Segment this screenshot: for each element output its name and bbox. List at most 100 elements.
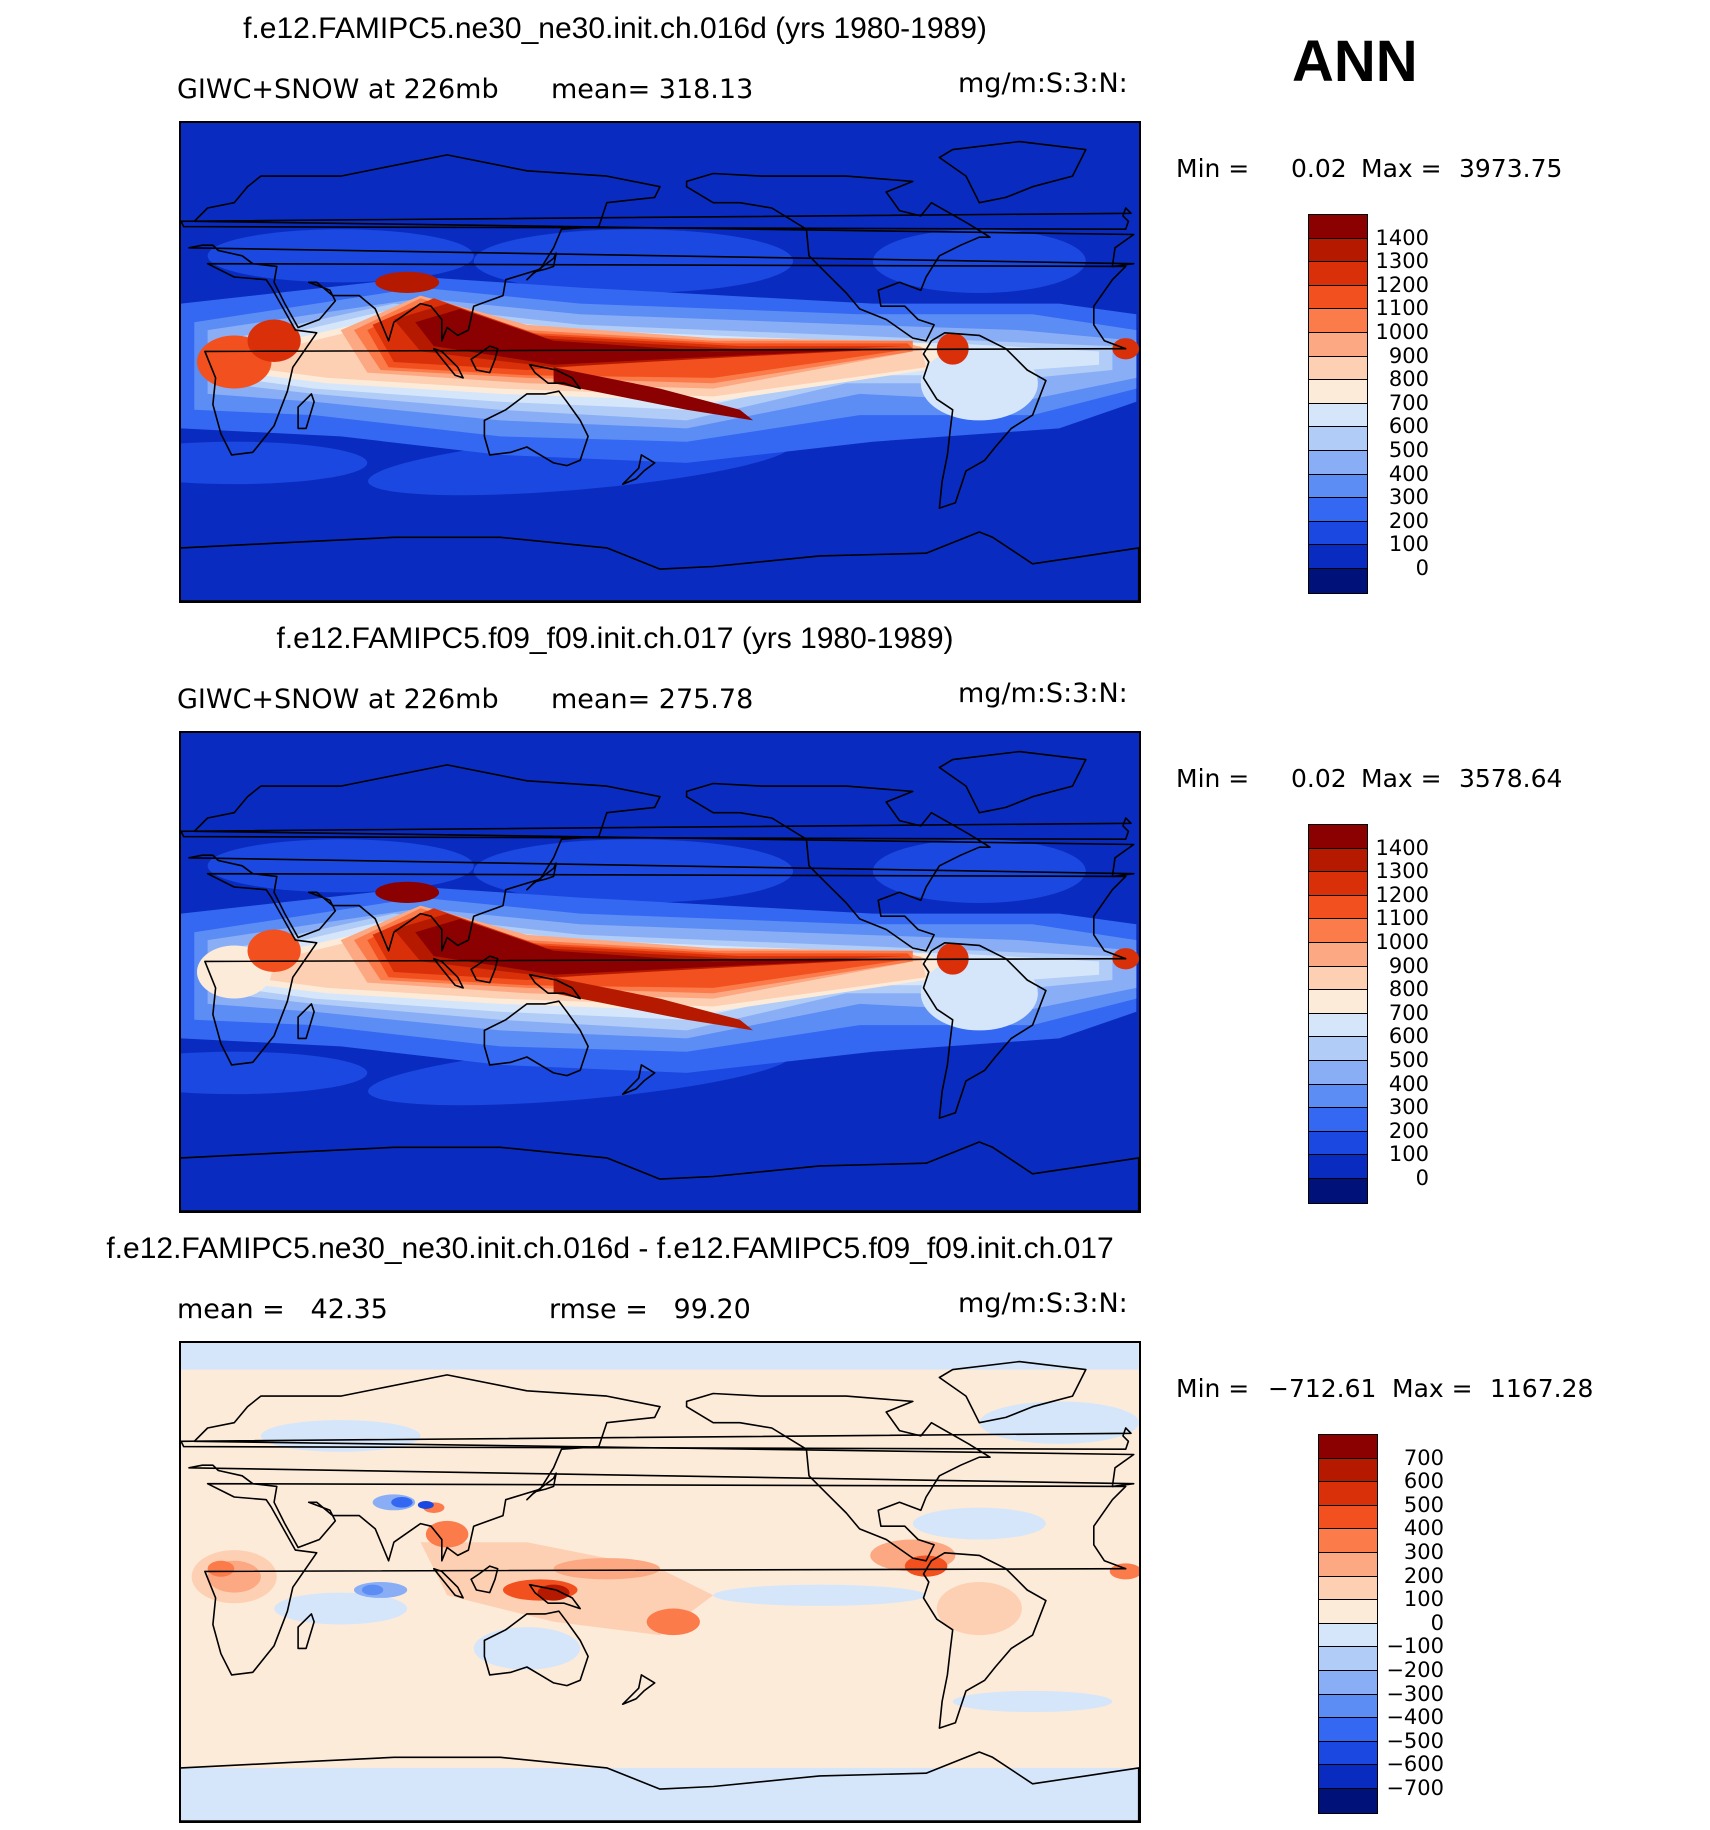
coastline-antarctica — [181, 531, 1139, 601]
coastline-madagascar — [297, 1003, 315, 1040]
max-label: Max = — [1361, 764, 1442, 793]
colorbar-boxes — [1318, 1434, 1378, 1814]
colorbar-cell — [1309, 1131, 1367, 1156]
colorbar-cell — [1319, 1552, 1377, 1577]
variable-label: GIWC+SNOW at 226mb — [177, 684, 499, 715]
colorbar-tick-label: 300 — [1403, 1540, 1444, 1564]
coastline-africa — [204, 262, 1127, 456]
coastline-antarctica — [181, 1141, 1139, 1211]
colorbar-cell — [1309, 380, 1367, 404]
coastline-australia — [483, 390, 589, 467]
max-value: 3578.64 — [1459, 764, 1563, 793]
field-contour — [553, 1558, 660, 1580]
rmse-label: rmse = 99.20 — [549, 1294, 751, 1325]
coastline-japan — [526, 1472, 557, 1501]
colorbar-tick-label: 1100 — [1375, 296, 1429, 321]
colorbar-tick-label: 1100 — [1375, 906, 1429, 931]
coastlines — [181, 1360, 1139, 1821]
field-contour — [274, 1592, 408, 1625]
field-contour — [920, 346, 1038, 421]
units-label: mg/m:S:3:N: — [958, 1288, 1128, 1319]
colorbar-cell — [1319, 1788, 1377, 1813]
colorbar-cell — [1319, 1741, 1377, 1766]
colorbar-cell — [1309, 545, 1367, 569]
field-contour — [417, 1501, 434, 1509]
coastline-borneo — [470, 955, 499, 984]
colorbar-tick-label: −700 — [1386, 1776, 1444, 1800]
coastline-sumatra — [433, 957, 464, 989]
map-plot — [179, 1341, 1141, 1823]
coastline-north_america — [685, 782, 991, 952]
field-contour — [207, 839, 474, 893]
variable-label: GIWC+SNOW at 226mb — [177, 74, 499, 105]
coastline-japan — [526, 252, 557, 281]
field-contour — [361, 1584, 384, 1596]
coastline-newguinea — [528, 1583, 581, 1610]
colorbar-cell — [1309, 1013, 1367, 1038]
colorbar-cell — [1309, 568, 1367, 593]
coastline-nz — [621, 1064, 656, 1095]
colorbar-tick-label: 0 — [1430, 1610, 1444, 1635]
colorbar-cell — [1319, 1718, 1377, 1742]
mean-label: mean = 42.35 — [177, 1294, 388, 1325]
colorbar-cell — [1309, 848, 1367, 873]
map-plot — [179, 121, 1141, 603]
field-contour — [936, 1582, 1022, 1636]
colorbar-tick-label: −400 — [1386, 1705, 1444, 1730]
field-contour — [979, 1401, 1139, 1444]
colorbar-tick-label: 700 — [1388, 1000, 1429, 1025]
field-contour — [375, 271, 440, 293]
field-contour — [207, 1560, 235, 1577]
colorbar-tick-label: 1400 — [1375, 225, 1429, 250]
colorbar-cell — [1309, 238, 1367, 263]
max-value: 3973.75 — [1459, 154, 1563, 183]
panel-title: f.e12.FAMIPC5.f09_f09.init.ch.017 (yrs 1… — [276, 622, 954, 655]
colorbar-cell — [1309, 919, 1367, 943]
panel-model-f09: f.e12.FAMIPC5.f09_f09.init.ch.017 (yrs 1… — [0, 610, 1710, 1220]
coastline-madagascar — [297, 393, 315, 430]
colorbar-tick-label: 200 — [1388, 508, 1429, 533]
panel-title: f.e12.FAMIPC5.ne30_ne30.init.ch.016d (yr… — [243, 12, 987, 45]
colorbar-tick-label: 500 — [1388, 438, 1429, 462]
colorbar-cell — [1309, 427, 1367, 451]
max-value: 1167.28 — [1490, 1374, 1594, 1403]
coastlines — [181, 140, 1139, 601]
colorbar-tick-label: 1400 — [1375, 835, 1429, 860]
season-label: ANN — [1292, 29, 1418, 94]
colorbar-tick-label: 900 — [1388, 343, 1429, 368]
colorbar-tick-label: 800 — [1388, 367, 1429, 392]
coastline-australia — [483, 1610, 589, 1687]
max-label: Max = — [1392, 1374, 1473, 1403]
units-label: mg/m:S:3:N: — [958, 68, 1128, 99]
field-contour — [553, 977, 754, 1031]
field-contour — [181, 1051, 368, 1095]
coastline-nz — [621, 1674, 656, 1705]
colorbar-tick-label: 200 — [1403, 1563, 1444, 1588]
min-value: 0.02 — [1291, 764, 1347, 793]
colorbar-cell — [1309, 990, 1367, 1014]
field-contour — [207, 229, 474, 283]
colorbar-tick-label: 1200 — [1375, 272, 1429, 297]
colorbar-tick-label: 1000 — [1375, 320, 1429, 344]
colorbar-tick-label: −200 — [1386, 1658, 1444, 1682]
coastline-greenland — [938, 140, 1087, 204]
coastline-newguinea — [528, 973, 581, 1000]
colorbar-boxes — [1308, 214, 1368, 594]
colorbar-cell — [1319, 1647, 1377, 1671]
coastline-europe_asia — [188, 154, 1135, 342]
colorbar-tick-label: −300 — [1386, 1681, 1444, 1706]
colorbar-tick-label: 300 — [1388, 1095, 1429, 1120]
coastline-borneo — [470, 345, 499, 374]
colorbar-cell — [1319, 1529, 1377, 1553]
coastline-uk — [181, 817, 1132, 840]
colorbar-cell — [1319, 1505, 1377, 1530]
colorbar-cell — [1309, 1084, 1367, 1109]
colorbar-tick-label: 600 — [1388, 1024, 1429, 1049]
coastline-south_america — [922, 942, 1047, 1119]
colorbar-tick-label: 500 — [1403, 1492, 1444, 1517]
max-label: Max = — [1361, 154, 1442, 183]
colorbar-tick-label: 600 — [1403, 1469, 1444, 1494]
colorbar-cell — [1309, 498, 1367, 522]
coastline-greenland — [938, 750, 1087, 814]
coastline-north_america — [685, 172, 991, 342]
